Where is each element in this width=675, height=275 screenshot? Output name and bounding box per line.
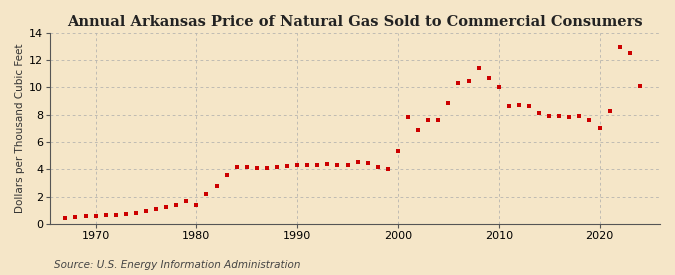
Text: Source: U.S. Energy Information Administration: Source: U.S. Energy Information Administ… [54,260,300,270]
Title: Annual Arkansas Price of Natural Gas Sold to Commercial Consumers: Annual Arkansas Price of Natural Gas Sol… [68,15,643,29]
Y-axis label: Dollars per Thousand Cubic Feet: Dollars per Thousand Cubic Feet [15,44,25,213]
